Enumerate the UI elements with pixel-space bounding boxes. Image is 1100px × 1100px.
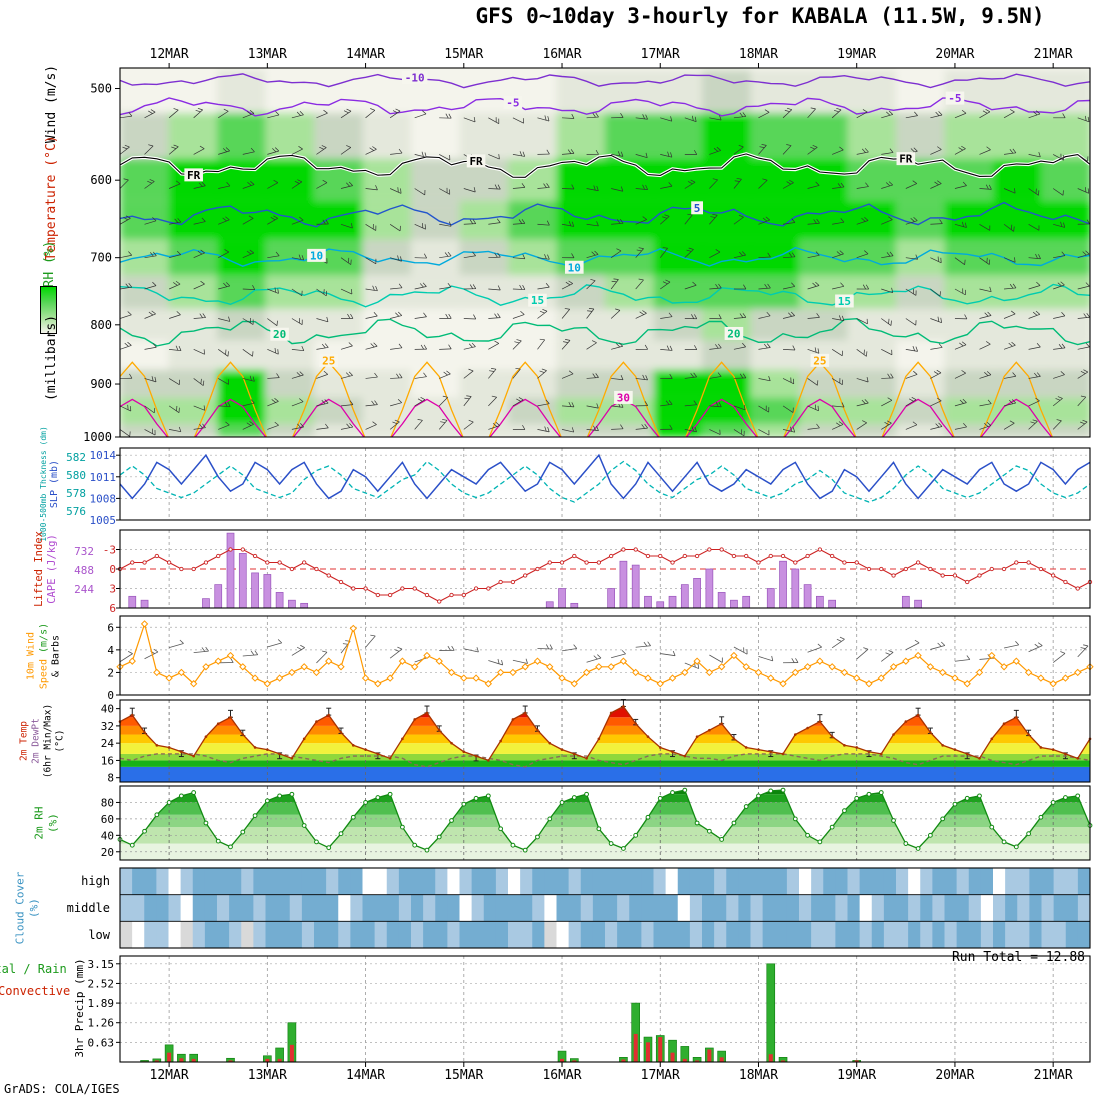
svg-text:0: 0 <box>107 689 114 702</box>
svg-text:1011: 1011 <box>90 471 117 484</box>
svg-text:20MAR: 20MAR <box>935 1068 974 1083</box>
svg-text:20: 20 <box>273 328 286 341</box>
svg-text:21MAR: 21MAR <box>1034 1068 1073 1083</box>
svg-text:15: 15 <box>838 295 851 308</box>
svg-text:600: 600 <box>90 173 112 187</box>
cape-li-panel: -3 0 3 6 732 488 244 <box>74 529 1093 615</box>
svg-text:19MAR: 19MAR <box>837 1068 876 1083</box>
wind10m-panel: 6 4 2 0 <box>107 615 1094 702</box>
rh-colorbar-legend <box>40 286 57 334</box>
svg-text:25: 25 <box>322 354 335 367</box>
svg-text:30: 30 <box>617 391 630 404</box>
svg-text:16MAR: 16MAR <box>542 47 581 62</box>
slp-thickness-panel: 1014 1011 1008 1005 582 580 578 576 <box>66 447 1091 527</box>
svg-text:900: 900 <box>90 377 112 391</box>
svg-text:0: 0 <box>109 563 116 576</box>
svg-text:732: 732 <box>74 545 94 558</box>
svg-text:15: 15 <box>531 294 544 307</box>
svg-text:1014: 1014 <box>90 449 117 462</box>
svg-text:8: 8 <box>107 772 114 785</box>
temp2m-panel: 40 32 24 16 8 <box>101 699 1092 785</box>
svg-text:14MAR: 14MAR <box>346 47 385 62</box>
svg-text:1008: 1008 <box>90 492 117 505</box>
cloud-cover-panel <box>119 867 1091 949</box>
upper-air-panel: -10 -5 -5 FR FR FR 5 10 10 15 15 20 20 25 25 30 500 600 70… <box>83 47 1091 444</box>
svg-text:1000: 1000 <box>83 430 112 444</box>
svg-text:17MAR: 17MAR <box>641 1068 680 1083</box>
svg-text:18MAR: 18MAR <box>739 1068 778 1083</box>
svg-text:18MAR: 18MAR <box>739 47 778 62</box>
svg-text:-10: -10 <box>405 71 425 84</box>
svg-text:25: 25 <box>813 354 826 367</box>
svg-text:582: 582 <box>66 451 86 464</box>
svg-text:40: 40 <box>101 703 114 716</box>
svg-text:21MAR: 21MAR <box>1034 47 1073 62</box>
svg-text:FR: FR <box>469 155 483 168</box>
svg-text:244: 244 <box>74 583 94 596</box>
svg-text:32: 32 <box>101 720 114 733</box>
svg-text:500: 500 <box>90 82 112 96</box>
svg-text:488: 488 <box>74 564 94 577</box>
svg-text:16: 16 <box>101 754 114 767</box>
svg-text:60: 60 <box>101 813 114 826</box>
svg-text:4: 4 <box>107 644 114 657</box>
svg-text:17MAR: 17MAR <box>641 47 680 62</box>
svg-text:800: 800 <box>90 318 112 332</box>
svg-text:FR: FR <box>899 153 913 166</box>
svg-text:3: 3 <box>109 583 116 596</box>
svg-text:2: 2 <box>107 666 114 679</box>
svg-text:24: 24 <box>101 737 115 750</box>
svg-text:13MAR: 13MAR <box>248 47 287 62</box>
svg-text:15MAR: 15MAR <box>444 1068 483 1083</box>
svg-text:20: 20 <box>101 846 114 859</box>
svg-text:0.63: 0.63 <box>88 1036 115 1049</box>
svg-text:580: 580 <box>66 469 86 482</box>
precip-panel: 3.15 2.52 1.89 1.26 0.63 12MAR 13MAR 14MAR 15MAR… <box>88 955 1091 1083</box>
svg-text:6: 6 <box>109 602 116 615</box>
svg-text:1005: 1005 <box>90 514 117 527</box>
svg-text:700: 700 <box>90 251 112 265</box>
svg-text:-3: -3 <box>103 544 116 557</box>
svg-text:5: 5 <box>694 202 701 215</box>
svg-text:576: 576 <box>66 505 86 518</box>
svg-text:12MAR: 12MAR <box>150 47 189 62</box>
svg-text:6: 6 <box>107 621 114 634</box>
svg-text:2.52: 2.52 <box>88 977 115 990</box>
svg-text:40: 40 <box>101 829 114 842</box>
svg-text:-5: -5 <box>506 96 519 109</box>
svg-text:80: 80 <box>101 796 114 809</box>
svg-text:16MAR: 16MAR <box>542 1068 581 1083</box>
svg-text:1.26: 1.26 <box>88 1017 115 1030</box>
svg-text:19MAR: 19MAR <box>837 47 876 62</box>
svg-text:15MAR: 15MAR <box>444 47 483 62</box>
rh2m-panel: 80 60 40 20 <box>101 785 1093 861</box>
svg-text:20: 20 <box>727 327 740 340</box>
svg-text:13MAR: 13MAR <box>248 1068 287 1083</box>
svg-text:14MAR: 14MAR <box>346 1068 385 1083</box>
svg-text:20MAR: 20MAR <box>935 47 974 62</box>
svg-text:12MAR: 12MAR <box>150 1068 189 1083</box>
svg-text:10: 10 <box>568 261 581 274</box>
svg-text:FR: FR <box>187 169 201 182</box>
svg-text:-5: -5 <box>948 92 961 105</box>
svg-text:1.89: 1.89 <box>88 997 115 1010</box>
svg-text:3.15: 3.15 <box>88 958 115 971</box>
svg-text:10: 10 <box>310 249 323 262</box>
svg-text:578: 578 <box>66 487 86 500</box>
